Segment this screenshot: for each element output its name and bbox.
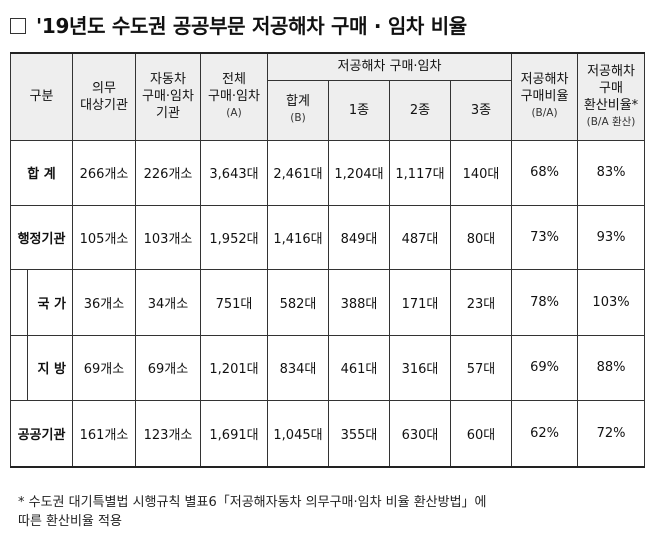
header-sum: 합계 (B) — [267, 79, 329, 141]
header-sum-unit: (B) — [290, 112, 306, 124]
cell-type1: 849대 — [328, 204, 390, 270]
header-lev-group: 저공해차 구매·임차 — [266, 52, 513, 81]
cell-type1: 388대 — [328, 268, 390, 336]
cell-total: 3,643대 — [200, 139, 268, 206]
table-row: 행정기관 105개소 103개소 1,952대 1,416대 849대 487대… — [10, 204, 646, 270]
header-mandatory: 의무 대상기관 — [72, 52, 136, 141]
cell-total: 1,201대 — [200, 334, 268, 401]
row-label: 지 방 — [10, 334, 73, 401]
cell-purchased: 123개소 — [135, 399, 201, 468]
cell-sum: 1,416대 — [267, 204, 329, 270]
cell-ratio: 73% — [511, 204, 579, 270]
cell-sum: 582대 — [267, 268, 329, 336]
row-label: 국 가 — [10, 268, 73, 336]
table-row: 지 방 69개소 69개소 1,201대 834대 461대 316대 57대 … — [10, 334, 646, 401]
cell-conv: 88% — [577, 334, 646, 401]
header-category: 구분 — [10, 52, 73, 141]
cell-mandatory: 36개소 — [72, 268, 136, 336]
lev-purchase-table: 구분 의무 대상기관 자동차 구매·임차 기관 전체 구매·임차 (A) 저공해차… — [10, 52, 646, 468]
row-label: 공공기관 — [10, 399, 73, 468]
cell-type3: 60대 — [449, 399, 513, 468]
row-label: 행정기관 — [10, 204, 73, 270]
header-sum-label: 합계 — [286, 94, 310, 109]
cell-purchased: 34개소 — [135, 268, 201, 336]
cell-conv: 93% — [577, 204, 646, 270]
header-ratio-unit: (B/A) — [531, 107, 558, 120]
cell-purchased: 226개소 — [135, 139, 201, 206]
cell-type3: 140대 — [449, 139, 513, 206]
cell-type3: 23대 — [449, 268, 513, 336]
header-total-unit: (A) — [226, 107, 242, 120]
cell-type1: 461대 — [328, 334, 390, 401]
table-row: 공공기관 161개소 123개소 1,691대 1,045대 355대 630대… — [10, 399, 646, 468]
cell-ratio: 62% — [511, 399, 579, 468]
header-type1: 1종 — [328, 79, 390, 141]
cell-mandatory: 161개소 — [72, 399, 136, 468]
cell-purchased: 69개소 — [135, 334, 201, 401]
header-conv-label: 저공해차 구매 환산비율* — [583, 63, 639, 113]
cell-conv: 83% — [577, 139, 646, 206]
cell-ratio: 69% — [511, 334, 579, 401]
cell-sum: 1,045대 — [267, 399, 329, 468]
cell-sum: 834대 — [267, 334, 329, 401]
header-total-label: 전체 구매·임차 — [208, 72, 260, 105]
cell-type2: 1,117대 — [389, 139, 451, 206]
cell-type2: 487대 — [389, 204, 451, 270]
cell-type2: 171대 — [389, 268, 451, 336]
cell-mandatory: 69개소 — [72, 334, 136, 401]
table-row: 국 가 36개소 34개소 751대 582대 388대 171대 23대 78… — [10, 268, 646, 336]
cell-ratio: 78% — [511, 268, 579, 336]
header-type2: 2종 — [389, 79, 451, 141]
cell-total: 1,691대 — [200, 399, 268, 468]
cell-mandatory: 105개소 — [72, 204, 136, 270]
cell-type1: 355대 — [328, 399, 390, 468]
cell-conv: 72% — [577, 399, 646, 468]
cell-purchased: 103개소 — [135, 204, 201, 270]
cell-total: 1,952대 — [200, 204, 268, 270]
header-total: 전체 구매·임차 (A) — [200, 52, 268, 141]
header-ratio: 저공해차 구매비율 (B/A) — [511, 52, 579, 141]
row-label: 합 계 — [10, 139, 73, 206]
cell-type3: 57대 — [449, 334, 513, 401]
cell-ratio: 68% — [511, 139, 579, 206]
checkbox-glyph-icon — [10, 18, 26, 34]
cell-type2: 630대 — [389, 399, 451, 468]
page-title: '19년도 수도권 공공부문 저공해차 구매 · 임차 비율 — [10, 10, 467, 39]
cell-type1: 1,204대 — [328, 139, 390, 206]
table-row: 합 계 266개소 226개소 3,643대 2,461대 1,204대 1,1… — [10, 139, 646, 206]
header-conv-unit: (B/A 환산) — [586, 115, 636, 128]
cell-total: 751대 — [200, 268, 268, 336]
header-purchased: 자동차 구매·임차 기관 — [135, 52, 201, 141]
header-ratio-label: 저공해차 구매비율 — [520, 72, 569, 105]
cell-conv: 103% — [577, 268, 646, 336]
cell-mandatory: 266개소 — [72, 139, 136, 206]
header-type3: 3종 — [449, 79, 513, 141]
cell-sum: 2,461대 — [267, 139, 329, 206]
cell-type3: 80대 — [449, 204, 513, 270]
header-conv: 저공해차 구매 환산비율* (B/A 환산) — [577, 52, 646, 141]
cell-type2: 316대 — [389, 334, 451, 401]
footnote: * 수도권 대기특별법 시행규칙 별표6「저공해자동차 의무구매·임차 비율 환… — [18, 495, 487, 529]
